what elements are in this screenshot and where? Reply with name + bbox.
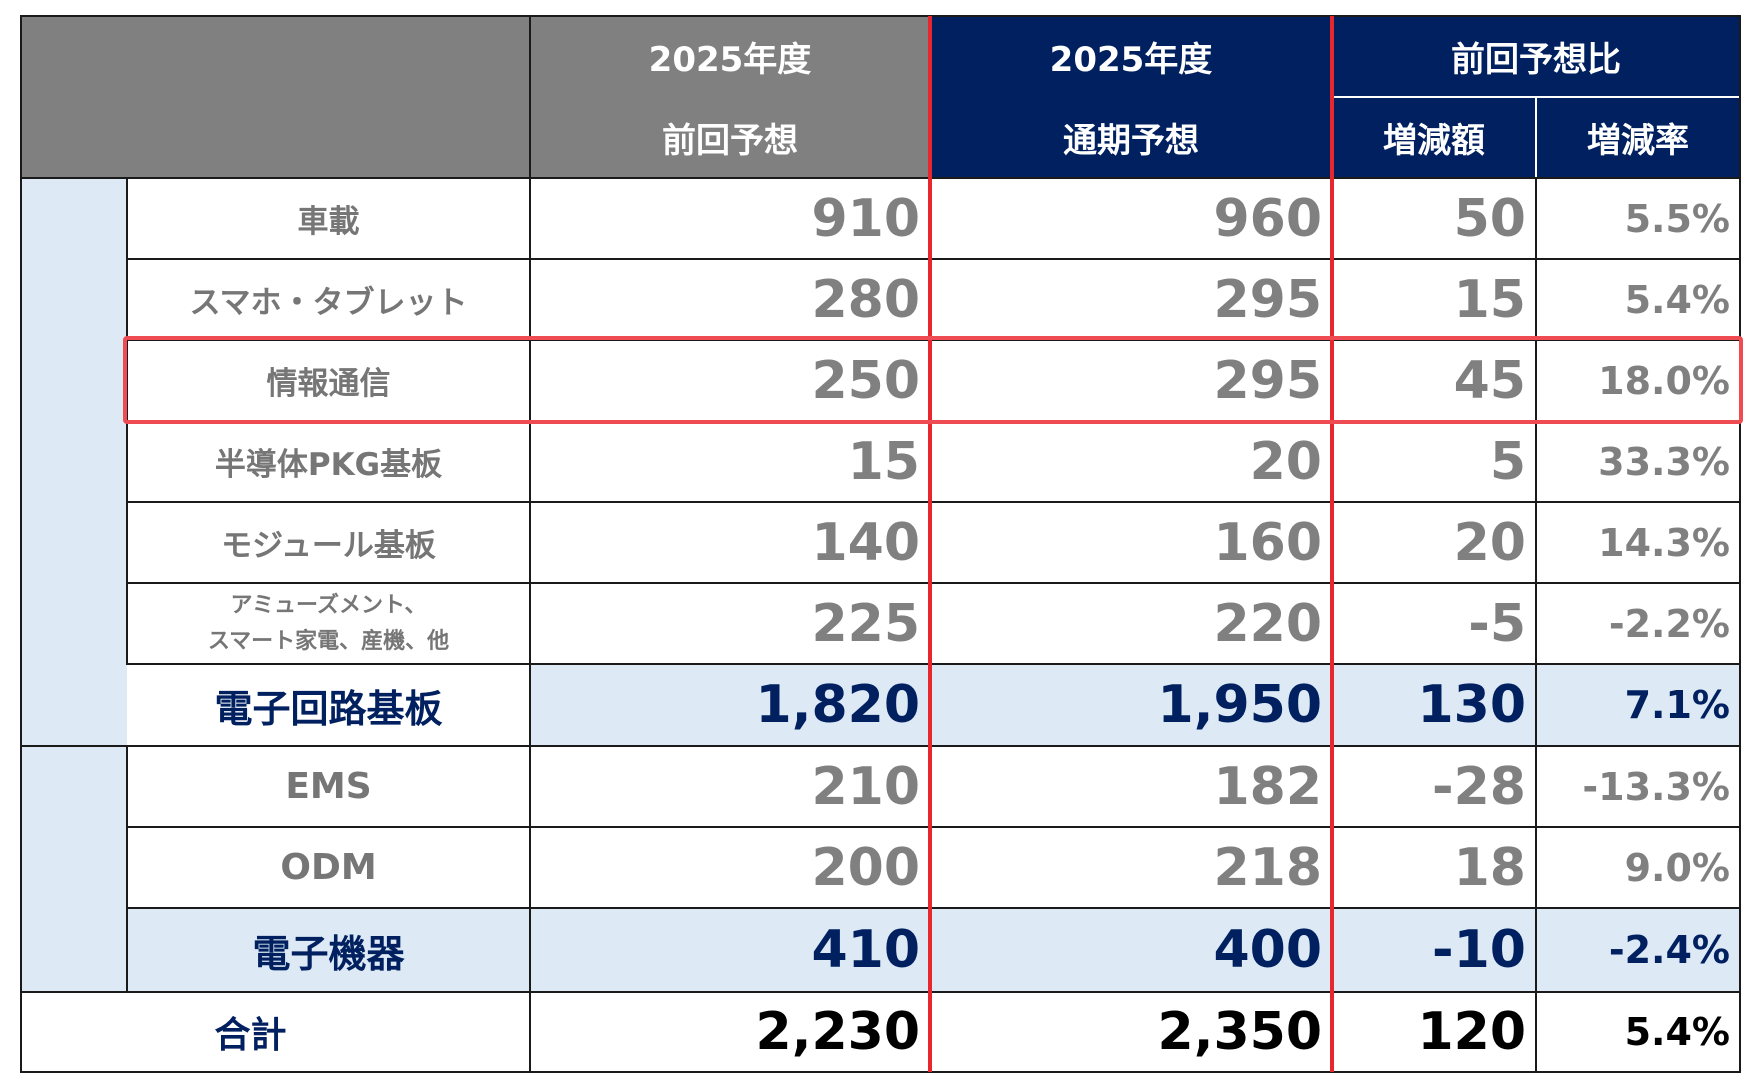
subtotal-diff: -10 xyxy=(1332,908,1536,992)
row-prev: 140 xyxy=(811,512,920,573)
row-label: 半導体PKG基板 xyxy=(214,447,443,483)
row-diff: -28 xyxy=(1432,756,1526,817)
subtotal-prev: 410 xyxy=(530,908,930,992)
row-label: EMS xyxy=(285,766,372,807)
row-diff: 50 xyxy=(1453,188,1526,249)
row-diff: 45 xyxy=(1453,350,1526,411)
row-rate: 14.3% xyxy=(1598,520,1730,565)
header-blank xyxy=(21,16,530,178)
row-prev: 225 xyxy=(811,593,920,654)
row-rate: -13.3% xyxy=(1582,764,1730,809)
row-full: 960 xyxy=(1213,188,1322,249)
row-prev: 250 xyxy=(811,350,920,411)
row-diff: 18 xyxy=(1453,837,1526,898)
red-divider xyxy=(1330,16,1334,1072)
row-rate: -2.2% xyxy=(1608,601,1730,646)
row-diff: -5 xyxy=(1468,593,1526,654)
row-full: 295 xyxy=(1213,269,1322,330)
header-prev-year: 2025年度 xyxy=(530,16,930,97)
row-label-line2: スマート家電、産機、他 xyxy=(207,628,450,654)
total-diff: 120 xyxy=(1417,1002,1526,1062)
total-rate: 5.4% xyxy=(1624,1010,1730,1054)
header-prev-label: 前回予想 xyxy=(530,97,930,178)
total-label: 合計 xyxy=(214,1015,287,1056)
row-rate: 18.0% xyxy=(1598,358,1730,403)
row-label: スマホ・タブレット xyxy=(189,285,468,321)
header-compare: 前回予想比 xyxy=(1332,16,1740,97)
subtotal-full: 400 xyxy=(930,908,1332,992)
row-rate: 33.3% xyxy=(1598,439,1730,484)
subtotal-label: 電子回路基板 xyxy=(214,686,443,731)
row-highlight-box xyxy=(123,336,1743,424)
row-rate: 5.4% xyxy=(1624,277,1730,322)
subtotal-label: 電子機器 xyxy=(127,908,530,992)
red-divider xyxy=(928,16,932,1072)
row-label: ODM xyxy=(280,847,377,888)
header-full-label: 通期予想 xyxy=(930,97,1332,178)
row-diff: 20 xyxy=(1453,512,1526,573)
subtotal-full: 1,950 xyxy=(930,664,1332,746)
header-diff: 増減額 xyxy=(1332,97,1536,178)
row-prev: 200 xyxy=(811,837,920,898)
row-label: 車載 xyxy=(297,204,360,240)
row-label: 情報通信 xyxy=(266,366,391,402)
row-full: 182 xyxy=(1213,756,1322,817)
subtotal-rate: 7.1% xyxy=(1536,664,1740,746)
header-full-year: 2025年度 xyxy=(930,16,1332,97)
row-label: モジュール基板 xyxy=(221,528,436,564)
subtotal-rate: -2.4% xyxy=(1536,908,1740,992)
row-label-multiline: アミューズメント、 スマート家電、産機、他 xyxy=(127,583,530,664)
header-rate: 増減率 xyxy=(1536,97,1740,178)
row-rate: 9.0% xyxy=(1624,845,1730,890)
row-diff: 5 xyxy=(1489,431,1526,492)
subtotal-diff: 130 xyxy=(1332,664,1536,746)
total-full: 2,350 xyxy=(1157,1002,1322,1062)
row-full: 220 xyxy=(1213,593,1322,654)
row-rate: 5.5% xyxy=(1624,196,1730,241)
subtotal-prev: 1,820 xyxy=(530,664,930,746)
row-full: 218 xyxy=(1213,837,1322,898)
device-group-band xyxy=(21,746,127,992)
row-full: 160 xyxy=(1213,512,1322,573)
circuit-group-band xyxy=(21,178,127,746)
row-prev: 15 xyxy=(847,431,920,492)
row-full: 295 xyxy=(1213,350,1322,411)
row-full: 20 xyxy=(1249,431,1322,492)
row-prev: 210 xyxy=(811,756,920,817)
total-prev: 2,230 xyxy=(755,1002,920,1062)
row-prev: 910 xyxy=(811,188,920,249)
row-diff: 15 xyxy=(1453,269,1526,330)
row-prev: 280 xyxy=(811,269,920,330)
row-label-line1: アミューズメント、 xyxy=(230,592,427,618)
